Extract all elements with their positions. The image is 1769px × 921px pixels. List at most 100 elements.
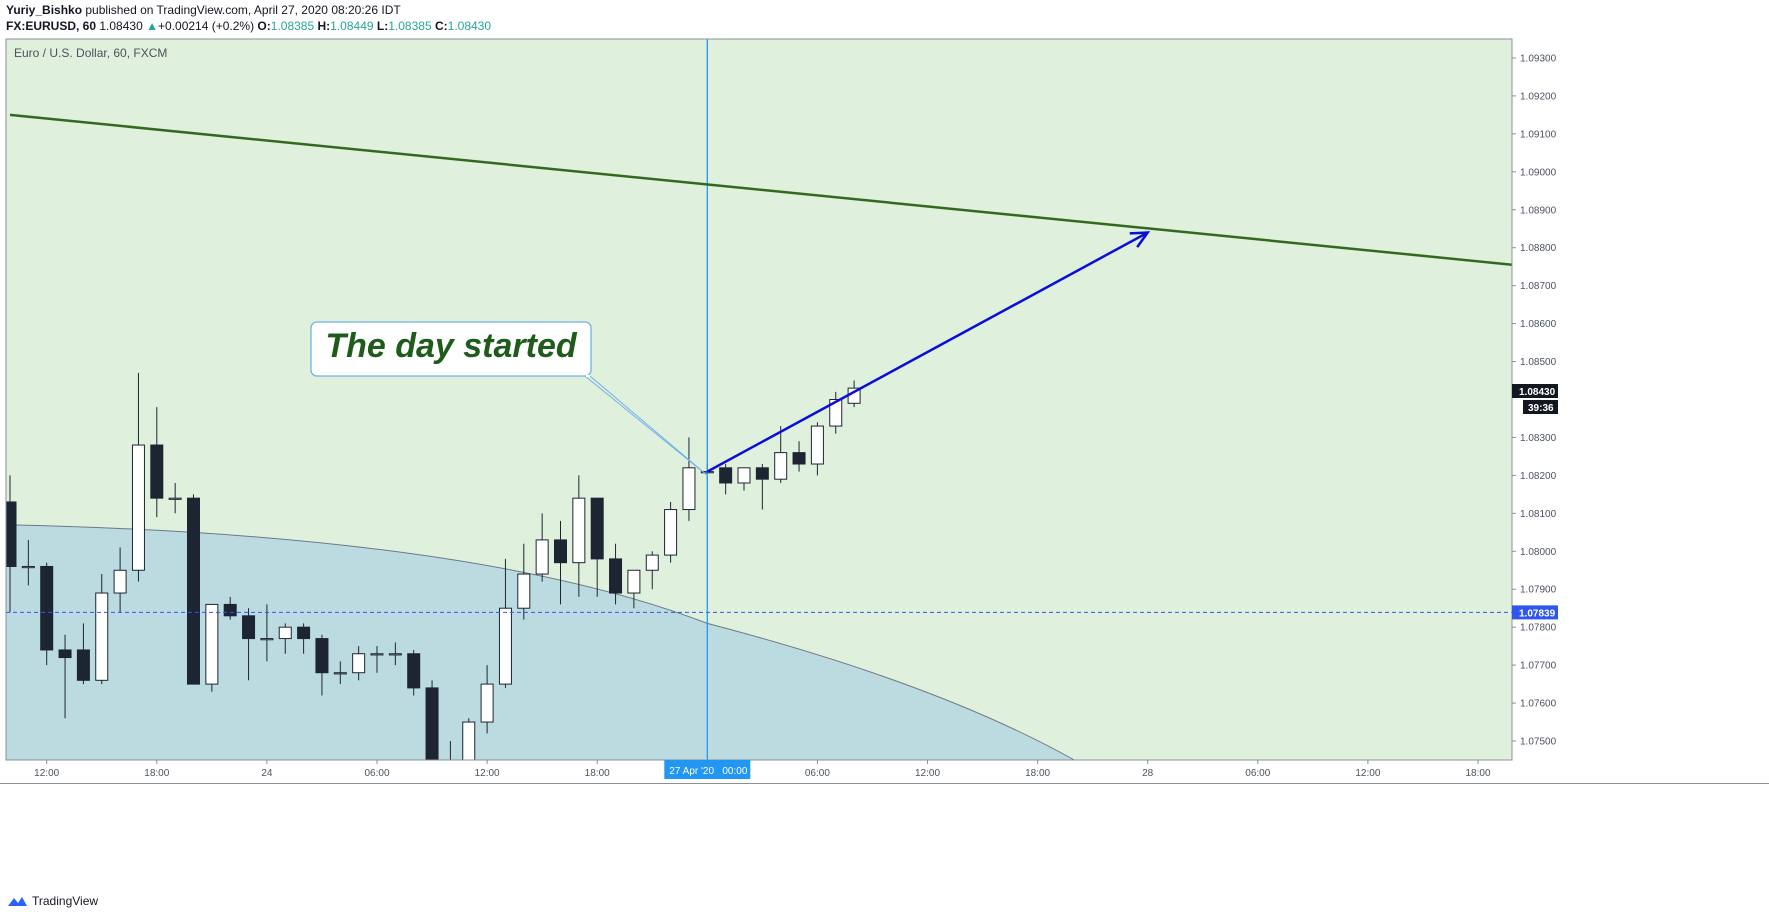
candle[interactable] xyxy=(719,464,733,495)
candle[interactable] xyxy=(572,475,586,597)
trendline[interactable] xyxy=(9,113,1570,271)
candle[interactable] xyxy=(774,426,788,483)
candle[interactable] xyxy=(388,642,402,666)
time-tick-label: 18:00 xyxy=(1465,768,1490,779)
last-price-tag: 1.08430 xyxy=(1519,387,1556,398)
candle[interactable] xyxy=(590,497,604,597)
time-tick-label: 06:00 xyxy=(364,768,389,779)
time-tag: 27 Apr '20 00:00 xyxy=(664,760,751,779)
callout[interactable]: The day started xyxy=(310,321,709,477)
candle[interactable] xyxy=(627,569,641,609)
candle[interactable] xyxy=(333,661,347,685)
price-change: +0.00214 (+0.2%) xyxy=(158,19,255,33)
published-info: published on TradingView.com, April 27, … xyxy=(85,3,401,17)
candle-body-up xyxy=(535,539,549,575)
candle[interactable] xyxy=(407,649,421,696)
author-name[interactable]: Yuriy_Bishko xyxy=(6,3,83,17)
candle-body-down xyxy=(150,444,164,499)
candle-body-up xyxy=(682,467,696,511)
price-tick-label: 1.08500 xyxy=(1520,357,1557,368)
candle[interactable] xyxy=(187,494,200,685)
candle[interactable] xyxy=(737,467,751,491)
chart-header: Yuriy_Bishko published on TradingView.co… xyxy=(6,2,1756,34)
candle[interactable] xyxy=(792,441,806,472)
candle-body-down xyxy=(554,539,567,564)
candle[interactable] xyxy=(645,551,659,590)
shaded-arc-zone[interactable] xyxy=(6,524,1076,760)
candle[interactable] xyxy=(535,513,549,582)
time-tick-label: 06:00 xyxy=(1245,768,1270,779)
candle[interactable] xyxy=(498,558,512,688)
candle[interactable] xyxy=(260,604,274,662)
candle[interactable] xyxy=(609,543,623,605)
time-axis[interactable]: 12:00 18:00 24 06:00 12:00 18:00 06:00 12:00 18:… xyxy=(34,760,1491,779)
candle-body-up xyxy=(462,721,476,760)
candle[interactable] xyxy=(755,464,769,510)
price-tick-label: 1.07800 xyxy=(1520,623,1557,634)
candle[interactable] xyxy=(150,407,164,518)
candle[interactable] xyxy=(278,623,292,654)
candle-body-up xyxy=(352,653,366,674)
candle[interactable] xyxy=(58,634,72,719)
candle[interactable] xyxy=(131,372,145,582)
price-axis[interactable]: 1.09300 1.09200 1.09100 1.09000 1.08900 1.088… xyxy=(1512,53,1557,748)
candle-body-up xyxy=(131,444,145,571)
candle[interactable] xyxy=(40,562,54,666)
candle-body-up xyxy=(388,653,402,656)
open-value: 1.08385 xyxy=(270,19,315,33)
candle-body-up xyxy=(480,683,494,723)
candle[interactable] xyxy=(76,623,90,685)
candle[interactable] xyxy=(554,520,567,605)
candle[interactable] xyxy=(664,501,678,563)
candle[interactable] xyxy=(370,646,384,673)
open-label: O: xyxy=(257,19,271,33)
candle[interactable] xyxy=(443,741,457,761)
time-tag-label: 27 Apr '20 00:00 xyxy=(669,766,748,777)
candle[interactable] xyxy=(462,718,476,760)
candle[interactable] xyxy=(315,634,329,696)
candle-body-down xyxy=(407,653,421,689)
candle-body-up xyxy=(572,497,586,564)
candle-body-down xyxy=(297,626,311,640)
candle[interactable] xyxy=(95,574,109,685)
price-tick-label: 1.07500 xyxy=(1520,737,1557,748)
candle[interactable] xyxy=(480,665,494,734)
time-tick-label: 24 xyxy=(261,768,273,779)
candle[interactable] xyxy=(223,596,237,620)
ohlc-line: FX:EURUSD, 60 1.08430 ▲+0.00214 (+0.2%) … xyxy=(6,18,1756,34)
candle[interactable] xyxy=(21,539,35,586)
projection-arrow[interactable] xyxy=(706,231,1151,473)
candle[interactable] xyxy=(517,543,531,620)
candle-body-up xyxy=(829,399,843,427)
price-tick-label: 1.08900 xyxy=(1520,205,1557,216)
candle-body-up xyxy=(627,569,641,594)
candle[interactable] xyxy=(682,437,696,521)
candle-body-down xyxy=(755,467,769,480)
candle-body-up xyxy=(260,638,274,641)
candle[interactable] xyxy=(425,680,439,760)
candle[interactable] xyxy=(297,623,311,654)
candle-body-up xyxy=(498,607,512,685)
candle[interactable] xyxy=(810,422,824,476)
candle[interactable] xyxy=(242,608,256,681)
candle-body-up xyxy=(517,573,531,609)
time-tick-label: 12:00 xyxy=(915,768,940,779)
candle-body-down xyxy=(223,603,237,617)
candle-body-up xyxy=(205,603,219,685)
candle-body-up xyxy=(95,592,109,681)
candle[interactable] xyxy=(4,475,17,613)
callout-box[interactable] xyxy=(310,321,592,377)
candle[interactable] xyxy=(168,482,182,514)
high-label: H: xyxy=(317,19,331,33)
price-tick-label: 1.08600 xyxy=(1520,319,1557,330)
time-tick-label: 18:00 xyxy=(144,768,169,779)
candle[interactable] xyxy=(205,603,219,692)
candle[interactable] xyxy=(829,391,843,434)
arrow-shaft xyxy=(706,231,1149,473)
candle[interactable] xyxy=(352,646,366,681)
candle-body-up xyxy=(645,554,659,571)
tradingview-logo[interactable]: TradingView xyxy=(6,894,98,908)
candle[interactable] xyxy=(113,547,127,613)
candle-body-down xyxy=(58,649,72,659)
